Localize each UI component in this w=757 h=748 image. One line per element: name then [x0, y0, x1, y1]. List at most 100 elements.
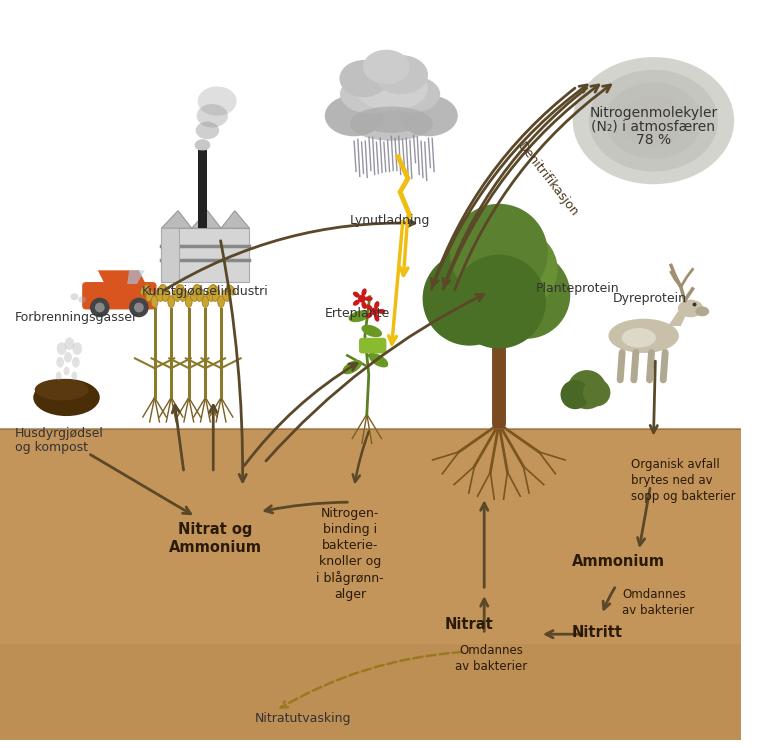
Circle shape: [560, 380, 590, 409]
Ellipse shape: [573, 57, 734, 184]
Text: Omdannes
av bakterier: Omdannes av bakterier: [622, 588, 694, 617]
Circle shape: [95, 303, 104, 313]
Ellipse shape: [56, 372, 61, 381]
Text: Planteprotein: Planteprotein: [536, 282, 620, 295]
Circle shape: [371, 307, 378, 316]
Circle shape: [129, 298, 148, 317]
Ellipse shape: [621, 95, 686, 146]
FancyBboxPatch shape: [359, 338, 386, 354]
Ellipse shape: [605, 82, 702, 159]
Ellipse shape: [366, 304, 372, 310]
Text: Kunstgjødselindustri: Kunstgjødselindustri: [142, 285, 269, 298]
Ellipse shape: [163, 290, 170, 301]
Text: Husdyrgjødsel: Husdyrgjødsel: [14, 427, 104, 440]
Text: Nitrat og
Ammonium: Nitrat og Ammonium: [169, 521, 262, 555]
Ellipse shape: [354, 67, 428, 111]
Ellipse shape: [70, 293, 78, 300]
Ellipse shape: [589, 70, 718, 171]
Text: Nitrat: Nitrat: [444, 617, 493, 632]
Circle shape: [422, 252, 516, 346]
Text: Nitritt: Nitritt: [572, 625, 622, 640]
Ellipse shape: [175, 285, 183, 295]
Text: (N₂) i atmosfæren: (N₂) i atmosfæren: [591, 120, 715, 133]
Ellipse shape: [160, 285, 169, 295]
Ellipse shape: [382, 76, 441, 113]
Ellipse shape: [353, 300, 360, 306]
Text: Erteplante: Erteplante: [325, 307, 390, 319]
Text: 78 %: 78 %: [636, 133, 671, 147]
Ellipse shape: [213, 290, 220, 301]
Ellipse shape: [361, 325, 382, 337]
Bar: [161, 228, 179, 282]
Ellipse shape: [195, 139, 210, 151]
Text: Organisk avfall
brytes ned av
sopp og bakterier: Organisk avfall brytes ned av sopp og ba…: [631, 458, 736, 503]
Ellipse shape: [207, 290, 214, 301]
Polygon shape: [127, 270, 145, 284]
Ellipse shape: [347, 79, 435, 133]
Ellipse shape: [197, 290, 204, 301]
Ellipse shape: [637, 108, 670, 133]
Circle shape: [583, 379, 610, 406]
Circle shape: [443, 227, 525, 308]
Ellipse shape: [140, 285, 149, 295]
Ellipse shape: [210, 285, 220, 295]
Ellipse shape: [202, 295, 209, 307]
Text: Nitrogenmolekyler: Nitrogenmolekyler: [589, 105, 718, 120]
Ellipse shape: [146, 290, 154, 301]
Ellipse shape: [194, 285, 203, 295]
Ellipse shape: [195, 122, 219, 139]
Text: Ammonium: Ammonium: [572, 554, 665, 569]
Ellipse shape: [350, 106, 433, 141]
Ellipse shape: [64, 337, 74, 350]
Ellipse shape: [374, 55, 428, 94]
Ellipse shape: [57, 342, 67, 355]
Ellipse shape: [223, 290, 229, 301]
Circle shape: [358, 295, 366, 303]
Ellipse shape: [197, 104, 228, 127]
Circle shape: [452, 254, 546, 349]
Ellipse shape: [157, 285, 166, 295]
Circle shape: [134, 303, 144, 313]
Ellipse shape: [399, 95, 458, 136]
Ellipse shape: [33, 379, 100, 416]
Circle shape: [693, 303, 696, 307]
Ellipse shape: [192, 285, 200, 295]
Text: Dyreprotein: Dyreprotein: [612, 292, 687, 305]
Polygon shape: [668, 311, 687, 326]
Circle shape: [90, 298, 110, 317]
Ellipse shape: [361, 289, 366, 296]
Ellipse shape: [348, 310, 369, 322]
Ellipse shape: [64, 352, 72, 363]
Circle shape: [479, 230, 558, 308]
Ellipse shape: [151, 295, 158, 307]
Ellipse shape: [369, 353, 388, 367]
Text: Denitrifikasjon: Denitrifikasjon: [515, 140, 581, 219]
Ellipse shape: [190, 290, 198, 301]
FancyBboxPatch shape: [83, 282, 157, 310]
Ellipse shape: [340, 75, 403, 114]
Bar: [161, 228, 250, 282]
Ellipse shape: [180, 290, 188, 301]
Ellipse shape: [365, 296, 372, 301]
Text: Omdannes
av bakterier: Omdannes av bakterier: [455, 644, 527, 673]
Ellipse shape: [366, 313, 372, 319]
Ellipse shape: [156, 290, 164, 301]
Ellipse shape: [325, 95, 384, 136]
Ellipse shape: [207, 285, 216, 295]
Text: Nitrogen-
binding i
bakterie-
knoller og
i blågrønn-
alger: Nitrogen- binding i bakterie- knoller og…: [316, 507, 384, 601]
Ellipse shape: [198, 87, 237, 116]
Ellipse shape: [73, 342, 83, 355]
Ellipse shape: [353, 292, 360, 298]
Circle shape: [438, 221, 559, 343]
Ellipse shape: [72, 357, 79, 367]
Polygon shape: [161, 211, 250, 228]
Ellipse shape: [71, 372, 77, 381]
Ellipse shape: [78, 296, 86, 303]
Ellipse shape: [374, 314, 379, 322]
Ellipse shape: [56, 357, 64, 367]
Ellipse shape: [378, 309, 385, 314]
Ellipse shape: [363, 49, 410, 84]
Ellipse shape: [185, 295, 192, 307]
Ellipse shape: [173, 290, 180, 301]
Ellipse shape: [218, 295, 225, 307]
